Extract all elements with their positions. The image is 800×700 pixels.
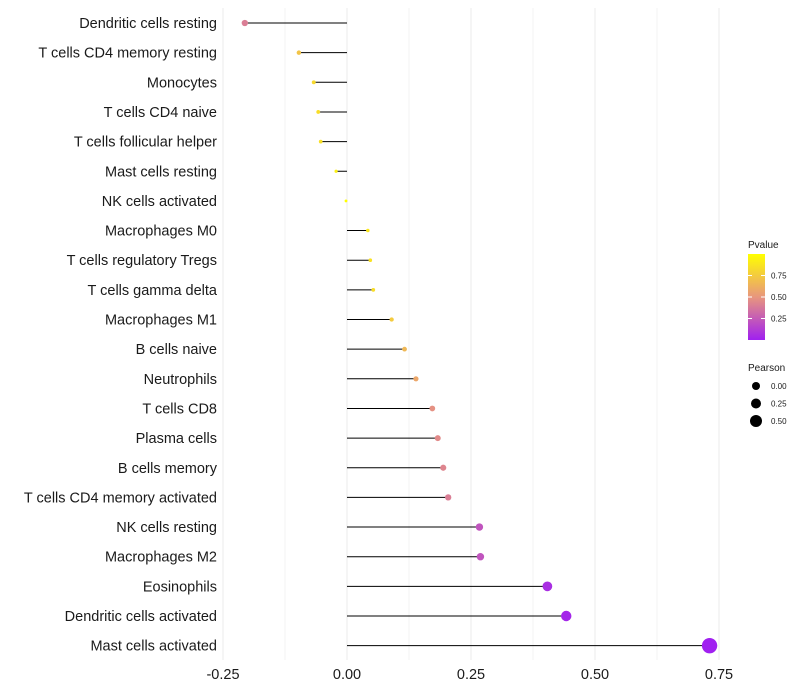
data-point bbox=[366, 228, 370, 233]
category-label: Mast cells resting bbox=[105, 164, 217, 180]
category-label: Mast cells activated bbox=[90, 639, 217, 655]
data-point bbox=[371, 287, 376, 292]
data-point bbox=[440, 464, 447, 471]
category-label: B cells memory bbox=[118, 461, 218, 477]
data-point bbox=[334, 169, 338, 173]
data-point bbox=[434, 435, 441, 442]
category-label: T cells CD4 memory activated bbox=[24, 490, 217, 506]
category-label: T cells follicular helper bbox=[74, 135, 217, 151]
category-label: T cells regulatory Tregs bbox=[67, 253, 217, 269]
pvalue-legend-tick: 0.25 bbox=[771, 315, 787, 324]
category-label: T cells CD8 bbox=[142, 401, 217, 417]
pvalue-colorbar bbox=[748, 254, 765, 340]
x-tick-label: 0.50 bbox=[581, 667, 609, 683]
category-label: T cells CD4 memory resting bbox=[38, 46, 217, 62]
data-point bbox=[561, 610, 572, 622]
data-point bbox=[413, 376, 419, 382]
x-axis-ticks: -0.25 0.00 0.25 0.50 0.75 bbox=[206, 667, 733, 683]
pearson-legend: Pearson 0.00 0.25 0.50 bbox=[748, 363, 787, 427]
data-point bbox=[368, 258, 373, 263]
pearson-legend-dot bbox=[751, 398, 761, 409]
category-label: T cells gamma delta bbox=[88, 283, 218, 299]
category-label: Eosinophils bbox=[143, 579, 217, 595]
category-label: NK cells resting bbox=[116, 520, 217, 536]
data-point bbox=[318, 139, 323, 144]
data-point bbox=[389, 317, 394, 322]
category-label: Dendritic cells activated bbox=[65, 609, 217, 625]
pvalue-legend-title: Pvalue bbox=[748, 240, 779, 251]
data-point bbox=[475, 523, 484, 531]
pearson-legend-tick: 0.25 bbox=[771, 400, 787, 409]
pearson-legend-tick: 0.00 bbox=[771, 382, 787, 391]
category-label: Plasma cells bbox=[136, 431, 217, 447]
stems bbox=[244, 22, 710, 647]
category-label: NK cells activated bbox=[102, 194, 217, 210]
pvalue-legend-tick: 0.50 bbox=[771, 293, 787, 302]
category-label: Dendritic cells resting bbox=[79, 16, 217, 32]
pvalue-legend-tick: 0.75 bbox=[771, 272, 787, 281]
grid-lines bbox=[222, 8, 720, 660]
data-points bbox=[241, 19, 718, 654]
category-label: Macrophages M1 bbox=[105, 313, 217, 329]
pearson-legend-tick: 0.50 bbox=[771, 417, 787, 426]
category-label: Monocytes bbox=[147, 75, 217, 91]
data-point bbox=[542, 581, 553, 592]
category-label: Macrophages M2 bbox=[105, 550, 217, 566]
data-point bbox=[316, 110, 321, 114]
data-point bbox=[429, 405, 436, 412]
pearson-legend-dot bbox=[752, 382, 760, 390]
data-point bbox=[402, 346, 407, 352]
data-point bbox=[311, 80, 316, 85]
category-labels: Dendritic cells resting T cells CD4 memor… bbox=[24, 16, 218, 655]
category-label: B cells naive bbox=[136, 342, 217, 358]
data-point bbox=[476, 552, 485, 561]
data-point bbox=[445, 494, 452, 501]
data-point bbox=[701, 637, 718, 654]
pvalue-legend: Pvalue 0.75 0.50 0.25 bbox=[748, 240, 787, 340]
category-label: T cells CD4 naive bbox=[104, 105, 217, 121]
category-label: Neutrophils bbox=[144, 372, 217, 388]
x-tick-label: -0.25 bbox=[206, 667, 239, 683]
pearson-legend-title: Pearson bbox=[748, 363, 785, 374]
category-label: Macrophages M0 bbox=[105, 224, 217, 240]
pearson-legend-dot bbox=[750, 415, 762, 427]
data-point bbox=[344, 199, 348, 203]
data-point bbox=[296, 50, 302, 55]
x-tick-label: 0.25 bbox=[457, 667, 485, 683]
x-tick-label: 0.75 bbox=[705, 667, 733, 683]
data-point bbox=[241, 19, 248, 27]
x-tick-label: 0.00 bbox=[333, 667, 361, 683]
